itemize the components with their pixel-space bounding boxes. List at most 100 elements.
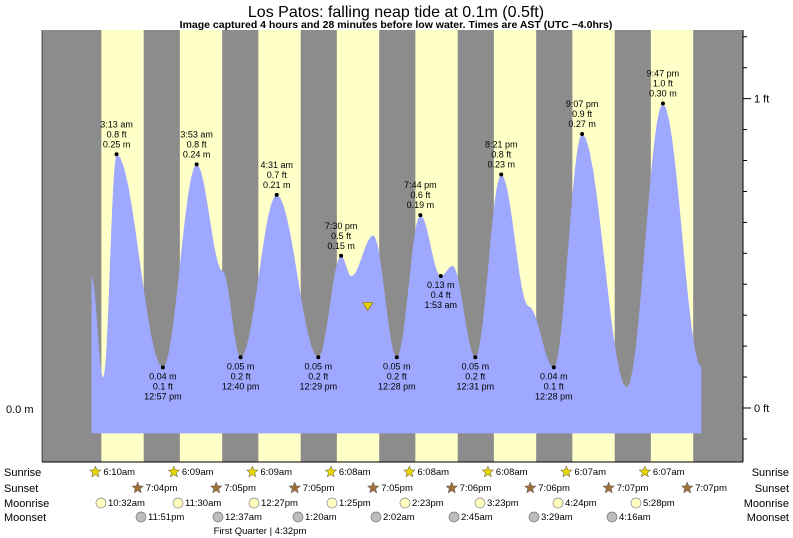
sunrise-time: 6:08am (417, 467, 449, 478)
extreme-label: 0.21 m (263, 180, 291, 190)
star-icon (324, 465, 338, 478)
tide-area (91, 103, 702, 434)
extreme-label: 0.1 ft (153, 381, 174, 391)
moonset-icon (606, 511, 618, 523)
extreme-point (238, 355, 243, 360)
extreme-label: 0.23 m (487, 160, 515, 170)
sunrise-time: 6:07am (653, 467, 685, 478)
moonrise-icon (474, 497, 486, 509)
extreme-point (418, 213, 423, 218)
moonset-icon (212, 511, 224, 523)
extreme-point (499, 172, 504, 177)
moonrise-time: 5:28pm (643, 498, 675, 509)
extreme-point (551, 365, 556, 370)
sunrise-time: 6:07am (574, 467, 606, 478)
extreme-label: 0.05 m (383, 361, 411, 371)
star-icon (560, 465, 573, 478)
moonrise-time: 1:25pm (339, 498, 371, 509)
extreme-label: 1.0 ft (653, 79, 674, 89)
extreme-point (438, 274, 443, 279)
extreme-label: 12:28 pm (378, 381, 416, 391)
row-label-left: Moonset (4, 512, 46, 524)
extreme-label: 1:53 am (425, 300, 458, 310)
extreme-label: 0.7 ft (267, 170, 288, 180)
extreme-label: 4:31 am (260, 160, 293, 170)
moonrise-icon (552, 497, 564, 509)
extreme-point (339, 253, 344, 258)
star-icon (209, 481, 223, 494)
moonrise-icon (630, 497, 642, 509)
extreme-label: 12:57 pm (144, 391, 182, 401)
star-icon (366, 481, 380, 494)
moonset-icon (370, 511, 382, 523)
row-label-right: Moonset (747, 512, 789, 524)
sunset-time: 7:07pm (695, 483, 727, 494)
extreme-point (274, 192, 279, 197)
row-label-right: Moonrise (744, 498, 789, 510)
moonrise-icon (95, 497, 107, 509)
row-label-right: Sunrise (752, 467, 789, 479)
sunrise-time: 6:08am (496, 467, 528, 478)
current-level-marker (362, 302, 374, 312)
extreme-label: 7:44 pm (404, 180, 437, 190)
extreme-label: 0.9 ft (572, 109, 593, 119)
extreme-label: 0.13 m (427, 280, 455, 290)
extreme-label: 0.2 ft (465, 371, 486, 381)
extreme-point (316, 355, 321, 360)
extreme-point (194, 162, 199, 167)
extreme-label: 3:53 am (180, 129, 213, 139)
extreme-label: 0.05 m (462, 361, 490, 371)
moonset-time: 11:51pm (148, 512, 184, 523)
chart-title: Los Patos: falling neap tide at 0.1m (0.… (248, 4, 544, 21)
extreme-label: 3:13 am (100, 119, 133, 129)
star-icon (288, 481, 302, 494)
extreme-label: 0.19 m (407, 200, 435, 210)
extreme-label: 0.4 ft (431, 290, 452, 300)
sunrise-time: 6:09am (182, 467, 214, 478)
star-icon (481, 465, 495, 478)
extreme-label: 9:47 pm (647, 69, 680, 79)
right-axis: 1 ft 0 ft (41, 30, 769, 462)
extreme-label: 0.30 m (649, 89, 677, 99)
extreme-label: 0.5 ft (331, 231, 352, 241)
moonrise-icon (248, 497, 260, 509)
extreme-label: 8:21 pm (485, 140, 518, 150)
right-axis-label: 1 ft (754, 94, 769, 106)
moonset-time: 4:16am (619, 512, 651, 523)
star-icon (403, 465, 416, 478)
extreme-label: 9:07 pm (566, 99, 599, 109)
extreme-label: 12:40 pm (222, 381, 260, 391)
moonrise-time: 2:23pm (412, 498, 444, 509)
chart-subtitle: Image captured 4 hours and 28 minutes be… (180, 19, 613, 31)
extreme-point (394, 355, 399, 360)
moonrise-icon (172, 497, 184, 509)
extreme-label: 0.05 m (227, 361, 255, 371)
extreme-label: 0.27 m (568, 119, 596, 129)
moonset-time: 12:37am (225, 512, 262, 523)
moonrise-icon (399, 497, 411, 509)
extreme-label: 0.15 m (327, 241, 355, 251)
moonrise-time: 10:32am (108, 498, 145, 509)
moonrise-time: 11:30am (185, 498, 221, 509)
sunset-time: 7:05pm (303, 483, 335, 494)
star-icon (445, 481, 459, 494)
row-label-right: Sunset (755, 483, 789, 495)
star-icon (523, 481, 537, 494)
moonrise-time: 3:23pm (487, 498, 519, 509)
moonset-icon (135, 511, 147, 523)
sunset-time: 7:04pm (146, 483, 178, 494)
star-icon (246, 465, 259, 478)
extreme-label: 0.2 ft (387, 371, 408, 381)
moonrise-icon (326, 497, 338, 509)
row-label-left: Moonrise (4, 498, 49, 510)
star-icon (131, 481, 145, 494)
sunrise-time: 6:08am (339, 467, 371, 478)
extreme-label: 7:30 pm (325, 221, 358, 231)
moonset-icon (292, 511, 304, 523)
extreme-label: 12:31 pm (457, 381, 495, 391)
moonrise-time: 4:24pm (565, 498, 597, 509)
extreme-label: 0.8 ft (187, 139, 208, 149)
star-icon (638, 465, 652, 478)
